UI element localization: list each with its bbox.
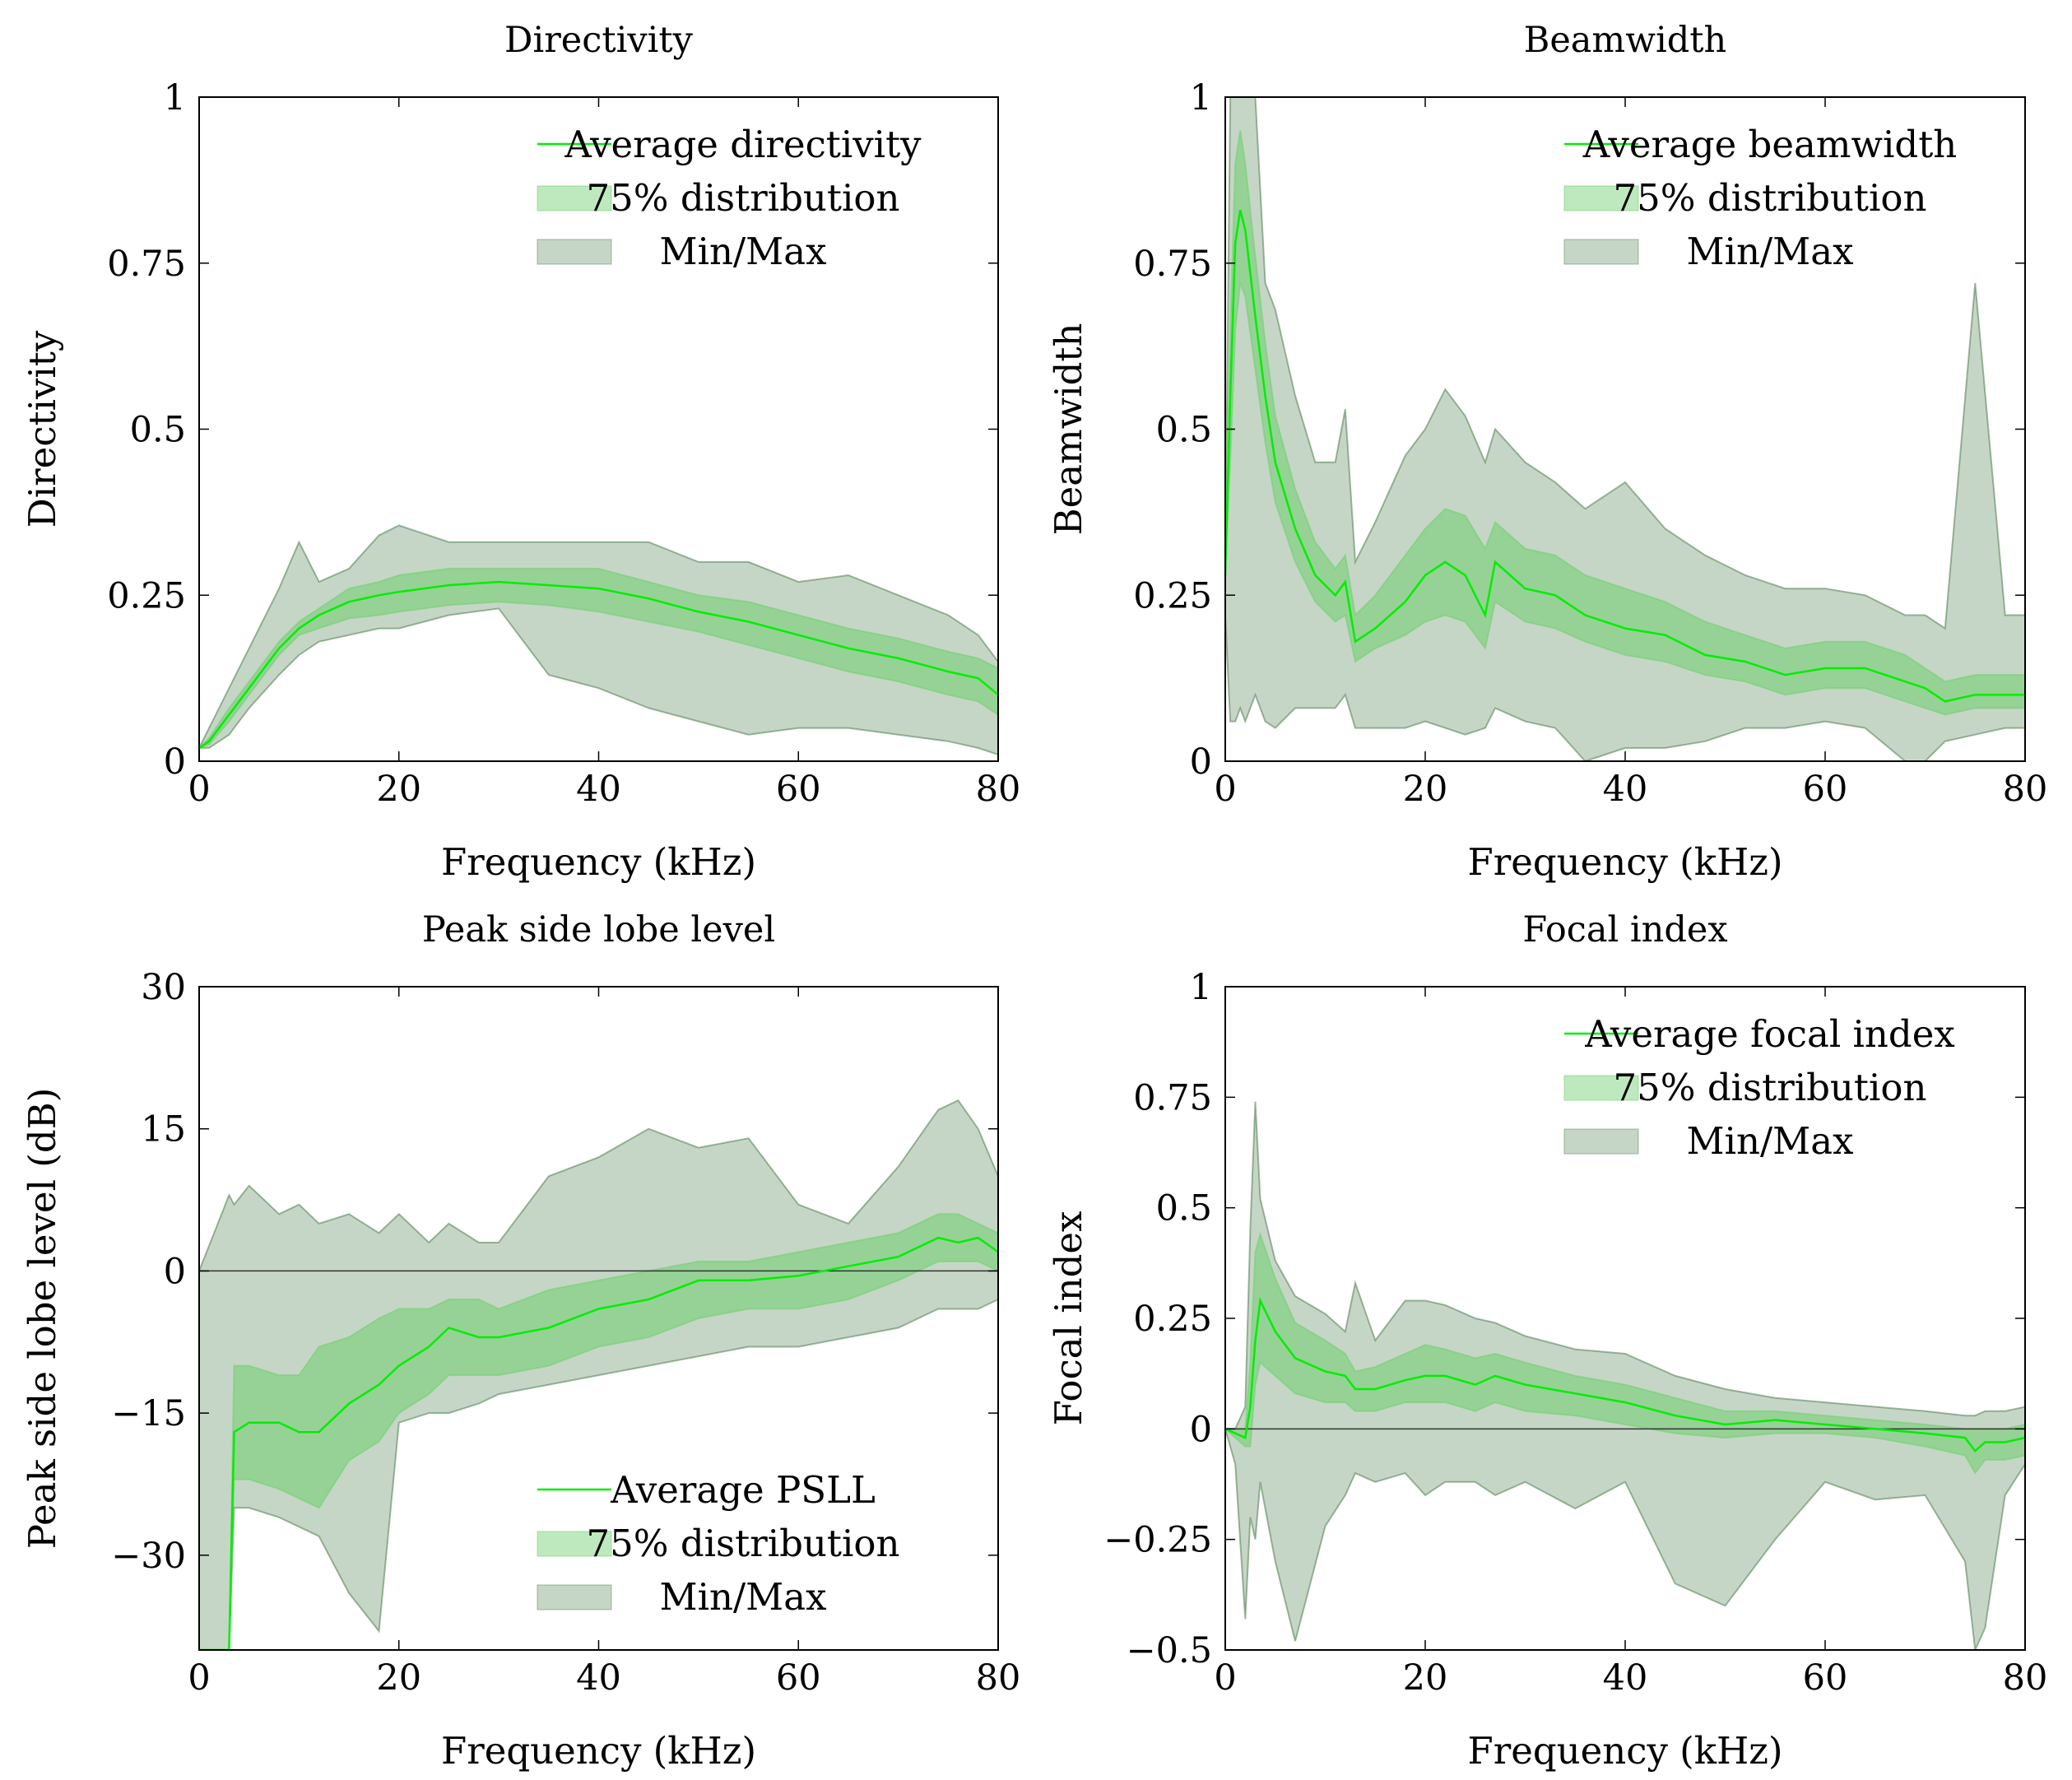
- y-tick-label: 0.75: [107, 244, 186, 285]
- y-tick-label: 0.5: [1156, 1188, 1212, 1229]
- x-tick-label: 60: [776, 769, 821, 810]
- x-tick-label: 20: [1403, 1657, 1448, 1699]
- y-tick-label: 0: [164, 741, 186, 783]
- x-tick-label: 60: [776, 1657, 821, 1699]
- legend: Average PSLL 75% distribution Min/Max: [537, 1468, 899, 1619]
- y-tick-label: 0.25: [1133, 575, 1212, 616]
- x-tick-label: 40: [576, 769, 621, 810]
- legend-key-distribution: [537, 1531, 612, 1557]
- legend: Average focal index 75% distribution Min/M…: [1563, 1012, 1955, 1163]
- y-tick-label: 1: [1190, 967, 1212, 1008]
- x-tick-label: 40: [1603, 769, 1648, 810]
- average-line: [1225, 209, 2025, 703]
- y-tick-label: −15: [111, 1393, 186, 1434]
- legend-label: 75% distribution: [587, 1522, 900, 1565]
- y-tick-label: −0.5: [1127, 1630, 1212, 1671]
- y-tick-label: 0.5: [130, 410, 186, 451]
- y-tick-label: 0.25: [1133, 1299, 1212, 1340]
- chart-psll: 0 20 40 60 80 −30 −15 0 15 30 Peak side lobe level…: [21, 909, 1020, 1773]
- y-tick-label: −0.25: [1103, 1520, 1212, 1561]
- chart-title: Focal index: [1522, 909, 1727, 950]
- y-tick-label: 0: [1190, 741, 1212, 783]
- x-axis-label: Frequency (kHz): [441, 840, 756, 884]
- average-line: [1225, 1297, 2025, 1453]
- x-tick-label: 0: [188, 1657, 210, 1699]
- x-tick-label: 20: [1403, 769, 1448, 810]
- average-line: [199, 1236, 998, 1650]
- y-tick-label: 0.5: [1156, 410, 1212, 451]
- x-axis-label: Frequency (kHz): [1467, 1729, 1782, 1773]
- legend-label: 75% distribution: [1614, 176, 1927, 220]
- y-axis-label: Directivity: [21, 330, 64, 527]
- chart-title: Directivity: [504, 20, 694, 61]
- chart-focal_index: 0 20 40 60 80 −0.5 −0.25 0 0.25 0.5 0.75 1 Focal ind…: [1047, 909, 2047, 1773]
- y-tick-label: 0: [1190, 1409, 1212, 1450]
- average-line: [199, 580, 998, 749]
- legend-label: Min/Max: [1687, 230, 1854, 273]
- x-tick-label: 0: [1214, 769, 1236, 810]
- chart-beamwidth: 0 20 40 60 80 0 0.25 0.5 0.75 1 Beamwidth Frequency…: [1047, 20, 2047, 884]
- chart-title: Beamwidth: [1524, 20, 1727, 61]
- legend: Average beamwidth 75% distribution Min/Max: [1563, 123, 1958, 273]
- y-tick-label: 30: [141, 967, 186, 1008]
- legend-label: Min/Max: [660, 230, 827, 273]
- legend-label: 75% distribution: [587, 176, 900, 220]
- legend-label: Average beamwidth: [1582, 123, 1958, 166]
- x-tick-label: 0: [188, 769, 210, 810]
- legend-label: 75% distribution: [1614, 1066, 1927, 1109]
- x-tick-label: 40: [576, 1657, 621, 1699]
- legend-label: Average directivity: [564, 123, 922, 166]
- y-tick-label: −30: [111, 1536, 186, 1577]
- y-axis-label: Peak side lobe level (dB): [21, 1088, 64, 1550]
- legend-key-minmax: [1563, 1128, 1639, 1155]
- legend-key-minmax: [1563, 239, 1639, 265]
- legend-key-distribution: [1563, 1075, 1639, 1101]
- minmax-band: [1225, 1101, 2025, 1650]
- y-tick-label: 1: [164, 77, 186, 119]
- x-tick-label: 60: [1803, 1657, 1848, 1699]
- x-tick-label: 80: [2003, 1657, 2048, 1699]
- x-tick-label: 80: [976, 1657, 1021, 1699]
- x-tick-label: 80: [2003, 769, 2048, 810]
- x-tick-label: 40: [1603, 1657, 1648, 1699]
- x-tick-label: 20: [376, 1657, 421, 1699]
- legend-label: Min/Max: [660, 1575, 827, 1619]
- legend-label: Average PSLL: [610, 1468, 876, 1512]
- distribution-band: [1225, 130, 2025, 716]
- y-tick-label: 0.25: [107, 575, 186, 616]
- chart-title: Peak side lobe level: [422, 909, 775, 950]
- x-tick-label: 20: [376, 769, 421, 810]
- legend: Average directivity 75% distribution Min/M…: [537, 123, 922, 273]
- y-tick-label: 0.75: [1133, 1077, 1212, 1118]
- x-axis-label: Frequency (kHz): [441, 1729, 756, 1773]
- legend-key-minmax: [537, 239, 612, 265]
- y-tick-label: 1: [1190, 77, 1212, 119]
- x-tick-label: 80: [976, 769, 1021, 810]
- legend-label: Average focal index: [1584, 1012, 1954, 1056]
- y-tick-label: 0.75: [1133, 244, 1212, 285]
- y-axis-label: Focal index: [1047, 1211, 1090, 1426]
- legend-label: Min/Max: [1687, 1119, 1854, 1163]
- x-tick-label: 0: [1214, 1657, 1236, 1699]
- distribution-band: [199, 1213, 998, 1650]
- x-axis-label: Frequency (kHz): [1467, 840, 1782, 884]
- distribution-band: [1225, 1231, 2025, 1475]
- chart-directivity: 0 20 40 60 80 0 0.25 0.5 0.75 1 Directivity Frequen…: [21, 20, 1020, 884]
- legend-key-minmax: [537, 1584, 612, 1610]
- y-tick-label: 0: [164, 1251, 186, 1292]
- y-tick-label: 15: [141, 1109, 186, 1150]
- legend-key-distribution: [1563, 185, 1639, 211]
- distribution-band: [199, 568, 998, 749]
- x-tick-label: 60: [1803, 769, 1848, 810]
- minmax-band: [199, 1099, 998, 1650]
- legend-key-distribution: [537, 185, 612, 211]
- y-axis-label: Beamwidth: [1047, 323, 1090, 536]
